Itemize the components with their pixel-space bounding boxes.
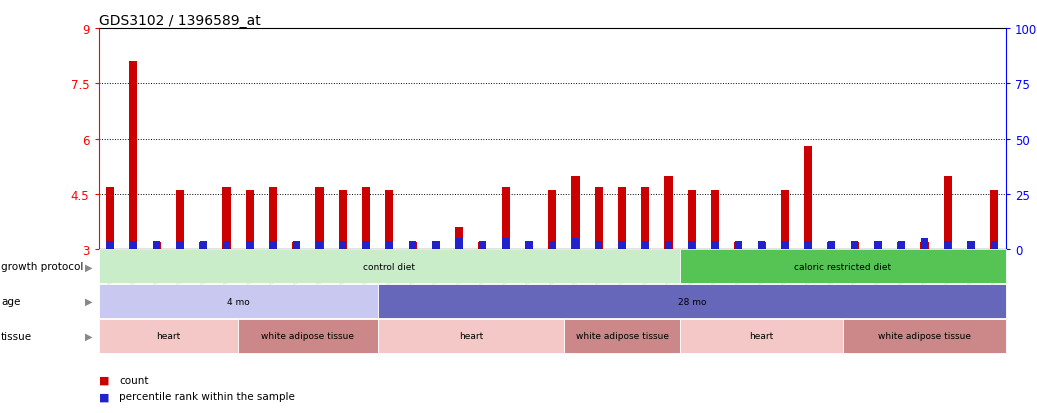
Bar <box>270 242 277 250</box>
Bar <box>269 187 277 250</box>
Bar <box>502 239 509 250</box>
Text: heart: heart <box>458 332 483 341</box>
Bar <box>525 242 533 250</box>
Text: 28 mo: 28 mo <box>677 297 706 306</box>
Bar <box>688 191 696 250</box>
Bar <box>850 242 859 250</box>
Bar <box>781 242 788 250</box>
Bar <box>665 176 673 250</box>
Bar <box>409 242 416 250</box>
Bar <box>874 242 882 250</box>
Text: age: age <box>1 297 21 306</box>
Text: GDS3102 / 1396589_at: GDS3102 / 1396589_at <box>99 14 260 28</box>
Bar <box>711 242 719 250</box>
Bar <box>362 187 370 250</box>
Text: heart: heart <box>750 332 774 341</box>
Bar <box>292 242 301 250</box>
Bar <box>246 242 253 250</box>
Bar <box>618 242 625 250</box>
Bar <box>689 242 696 250</box>
Text: tissue: tissue <box>1 331 32 341</box>
Bar <box>176 191 184 250</box>
Text: control diet: control diet <box>363 262 416 271</box>
Bar <box>781 191 789 250</box>
Bar <box>362 242 370 250</box>
Bar <box>711 191 719 250</box>
Bar <box>665 242 672 250</box>
Text: ■: ■ <box>99 392 109 401</box>
Bar <box>455 239 463 250</box>
Bar <box>851 242 859 250</box>
Bar <box>549 242 556 250</box>
Bar <box>874 242 881 250</box>
Text: caloric restricted diet: caloric restricted diet <box>794 262 892 271</box>
Bar <box>944 242 951 250</box>
Bar <box>526 242 533 250</box>
Bar <box>431 242 440 250</box>
Bar <box>571 239 579 250</box>
Bar <box>642 242 649 250</box>
Text: growth protocol: growth protocol <box>1 262 83 272</box>
Bar <box>804 147 812 250</box>
Bar <box>153 242 161 250</box>
Bar <box>734 242 742 250</box>
Text: heart: heart <box>157 332 180 341</box>
Text: ▶: ▶ <box>85 297 93 306</box>
Bar <box>757 242 765 250</box>
Bar <box>641 187 649 250</box>
Bar <box>315 187 324 250</box>
Bar <box>152 242 161 250</box>
Bar <box>549 191 556 250</box>
Bar <box>805 242 812 250</box>
Bar <box>734 242 742 250</box>
Bar <box>316 242 324 250</box>
Bar <box>571 176 580 250</box>
Bar <box>339 242 346 250</box>
Bar <box>897 242 905 250</box>
Bar <box>921 239 928 250</box>
Text: percentile rank within the sample: percentile rank within the sample <box>119 392 296 401</box>
Bar <box>130 62 138 250</box>
Bar <box>246 191 254 250</box>
Text: count: count <box>119 375 148 385</box>
Bar <box>594 187 602 250</box>
Text: 4 mo: 4 mo <box>227 297 250 306</box>
Bar <box>106 187 114 250</box>
Bar <box>990 191 999 250</box>
Bar <box>595 242 602 250</box>
Bar <box>944 176 952 250</box>
Bar <box>921 242 928 250</box>
Bar <box>479 242 486 250</box>
Bar <box>339 191 347 250</box>
Bar <box>828 242 836 250</box>
Bar <box>176 242 184 250</box>
Bar <box>386 191 393 250</box>
Bar <box>898 242 905 250</box>
Text: ▶: ▶ <box>85 331 93 341</box>
Bar <box>199 242 207 250</box>
Bar <box>292 242 300 250</box>
Bar <box>432 242 440 250</box>
Bar <box>107 242 114 250</box>
Bar <box>455 228 464 250</box>
Bar <box>990 242 998 250</box>
Bar <box>386 242 393 250</box>
Bar <box>502 187 510 250</box>
Text: white adipose tissue: white adipose tissue <box>261 332 355 341</box>
Bar <box>758 242 765 250</box>
Bar <box>222 187 230 250</box>
Bar <box>478 242 486 250</box>
Text: ■: ■ <box>99 375 109 385</box>
Bar <box>618 187 626 250</box>
Bar <box>223 242 230 250</box>
Text: ▶: ▶ <box>85 262 93 272</box>
Text: white adipose tissue: white adipose tissue <box>878 332 971 341</box>
Bar <box>130 242 137 250</box>
Text: white adipose tissue: white adipose tissue <box>576 332 669 341</box>
Bar <box>966 242 975 250</box>
Bar <box>409 242 417 250</box>
Bar <box>968 242 975 250</box>
Bar <box>828 242 835 250</box>
Bar <box>199 242 206 250</box>
